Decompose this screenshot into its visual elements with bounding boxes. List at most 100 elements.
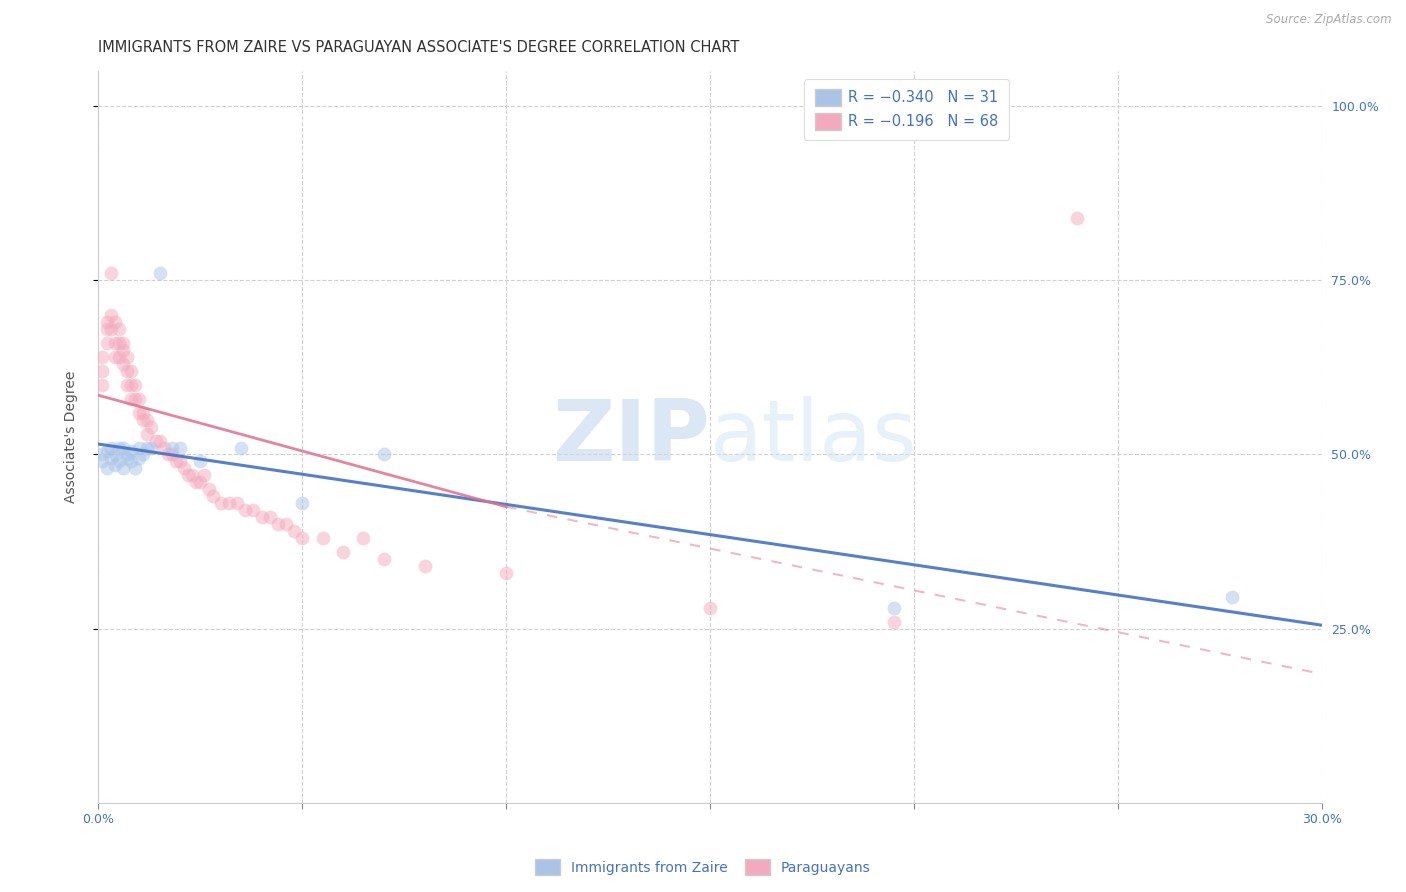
Point [699, 600, 721, 615]
Point [188, 475, 212, 490]
Point [233, 503, 256, 517]
Point [124, 392, 146, 406]
Point [132, 448, 155, 462]
Point [132, 412, 155, 426]
Text: ZIP: ZIP [553, 395, 710, 479]
Point [120, 364, 142, 378]
Point [177, 468, 200, 483]
Point [259, 510, 281, 524]
Point [108, 454, 131, 468]
Point [209, 496, 232, 510]
Point [193, 468, 215, 483]
Point [152, 441, 174, 455]
Point [250, 510, 273, 524]
Point [111, 461, 134, 475]
Point [96, 322, 118, 336]
Point [100, 266, 122, 280]
Point [124, 377, 146, 392]
Text: IMMIGRANTS FROM ZAIRE VS PARAGUAYAN ASSOCIATE'S DEGREE CORRELATION CHART: IMMIGRANTS FROM ZAIRE VS PARAGUAYAN ASSO… [98, 40, 740, 55]
Point [883, 615, 905, 629]
Point [104, 350, 127, 364]
Point [108, 336, 131, 351]
Point [104, 315, 127, 329]
Point [91, 377, 114, 392]
Point [132, 406, 155, 420]
Point [145, 434, 167, 448]
Point [115, 450, 138, 465]
Point [274, 517, 297, 532]
Point [291, 531, 314, 545]
Point [111, 343, 134, 357]
Point [883, 600, 905, 615]
Point [120, 454, 142, 468]
Point [495, 566, 517, 580]
Point [124, 461, 146, 475]
Point [96, 336, 118, 351]
Point [218, 496, 240, 510]
Point [128, 450, 150, 465]
Point [186, 475, 208, 490]
Point [91, 448, 114, 462]
Point [169, 441, 191, 455]
Point [104, 458, 127, 472]
Point [136, 441, 159, 455]
Point [96, 315, 118, 329]
Point [115, 350, 138, 364]
Point [108, 441, 131, 455]
Point [91, 350, 114, 364]
Point [128, 392, 150, 406]
Point [91, 454, 114, 468]
Point [100, 308, 122, 322]
Point [111, 357, 134, 371]
Point [108, 322, 131, 336]
Point [149, 266, 172, 280]
Point [226, 496, 249, 510]
Point [188, 454, 212, 468]
Point [160, 448, 183, 462]
Point [141, 419, 163, 434]
Point [108, 350, 131, 364]
Point [169, 454, 191, 468]
Point [136, 412, 159, 426]
Point [267, 517, 290, 532]
Point [373, 552, 395, 566]
Point [197, 483, 219, 497]
Point [283, 524, 305, 538]
Point [104, 448, 127, 462]
Point [373, 448, 395, 462]
Point [413, 558, 436, 573]
Point [120, 444, 142, 458]
Point [149, 434, 172, 448]
Point [181, 468, 204, 483]
Point [141, 441, 163, 455]
Point [100, 441, 122, 455]
Point [136, 426, 159, 441]
Point [165, 454, 187, 468]
Point [115, 364, 138, 378]
Point [111, 441, 134, 455]
Point [231, 441, 253, 455]
Point [1066, 211, 1088, 225]
Legend: Immigrants from Zaire, Paraguayans: Immigrants from Zaire, Paraguayans [530, 854, 876, 880]
Y-axis label: Associate's Degree: Associate's Degree [63, 371, 77, 503]
Point [352, 531, 374, 545]
Point [242, 503, 264, 517]
Point [128, 406, 150, 420]
Point [332, 545, 354, 559]
Point [156, 448, 179, 462]
Point [173, 461, 195, 475]
Point [100, 322, 122, 336]
Point [120, 392, 142, 406]
Text: Source: ZipAtlas.com: Source: ZipAtlas.com [1267, 13, 1392, 27]
Point [115, 377, 138, 392]
Point [96, 461, 118, 475]
Point [111, 336, 134, 351]
Point [120, 377, 142, 392]
Point [91, 364, 114, 378]
Point [100, 450, 122, 465]
Point [291, 496, 314, 510]
Point [104, 336, 127, 351]
Point [115, 448, 138, 462]
Legend: R = −0.340   N = 31, R = −0.196   N = 68: R = −0.340 N = 31, R = −0.196 N = 68 [804, 78, 1008, 140]
Point [128, 441, 150, 455]
